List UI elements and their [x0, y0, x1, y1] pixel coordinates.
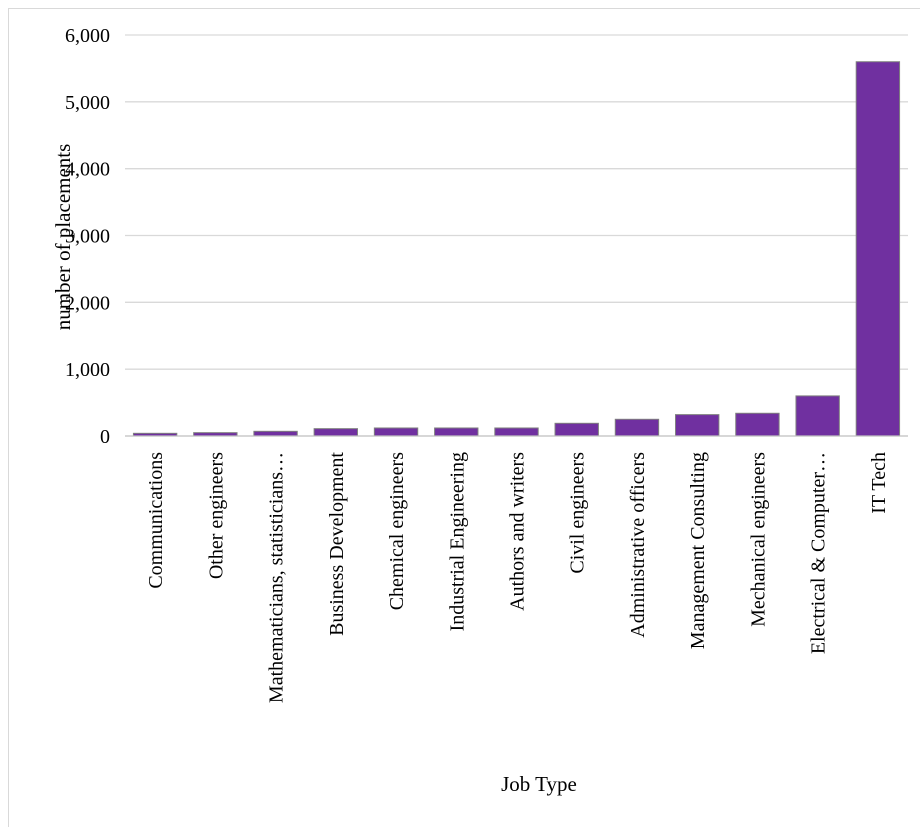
x-tick-label: Mathematicians, statisticians… — [266, 452, 288, 703]
bar — [675, 414, 720, 437]
x-tick-label: Authors and writers — [507, 452, 529, 611]
y-tick-label: 3,000 — [65, 226, 110, 248]
x-tick-label: Other engineers — [205, 452, 227, 579]
x-tick-label: Management Consulting — [687, 452, 709, 649]
bar — [735, 412, 780, 437]
y-tick-label: 0 — [100, 426, 110, 448]
bars — [132, 61, 901, 437]
x-tick-label: Mechanical engineers — [747, 452, 769, 627]
x-tick-labels: Communications Other engineers Mathematici… — [145, 452, 890, 703]
bar — [253, 430, 298, 437]
bar — [855, 61, 901, 437]
bar — [434, 427, 479, 437]
x-tick-label: Administrative officers — [627, 452, 649, 638]
gridlines — [125, 34, 908, 370]
y-axis-title: number of placements — [51, 144, 75, 331]
y-tick-label: 2,000 — [65, 292, 110, 314]
y-tick-label: 5,000 — [65, 92, 110, 114]
bar — [373, 427, 419, 437]
x-tick-label: Industrial Engineering — [446, 452, 468, 631]
y-tick-labels: 0 1,000 2,000 3,000 4,000 5,000 6,000 — [65, 25, 110, 448]
bar — [313, 428, 358, 437]
x-tick-label: Communications — [145, 452, 167, 589]
x-tick-label: Electrical & Computer… — [808, 452, 830, 654]
y-tick-label: 4,000 — [65, 159, 110, 181]
chart-frame — [8, 8, 920, 827]
bar — [795, 395, 840, 437]
x-tick-label: Business Development — [326, 452, 348, 636]
bar — [554, 422, 599, 437]
x-axis-title: Job Type — [501, 772, 577, 796]
x-tick-label: IT Tech — [868, 452, 890, 514]
y-tick-label: 6,000 — [65, 25, 110, 47]
bar — [494, 427, 539, 437]
x-tick-label: Civil engineers — [567, 452, 589, 574]
x-tick-label: Chemical engineers — [386, 452, 408, 610]
y-tick-label: 1,000 — [65, 359, 110, 381]
bar — [614, 418, 660, 437]
